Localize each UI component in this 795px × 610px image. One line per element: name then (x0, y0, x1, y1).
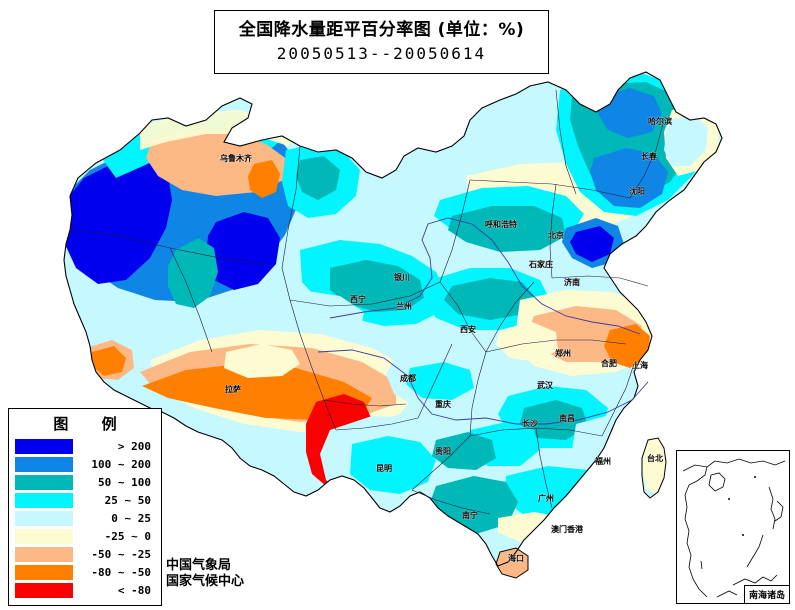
city-label: 武汉 (537, 381, 553, 390)
legend-title: 图 例 (53, 415, 131, 433)
city-label: 北京 (548, 231, 564, 240)
city-label: 福州 (595, 457, 611, 466)
legend-swatch (15, 456, 73, 472)
legend-label: > 200 (117, 439, 151, 453)
city-label: 海口 (508, 554, 524, 563)
legend-row: -80 ~ -50 (15, 563, 155, 581)
legend-row: -25 ~ 0 (15, 527, 155, 545)
legend-label: -25 ~ 0 (104, 529, 151, 543)
legend-row: < -80 (15, 581, 155, 599)
city-label: 昆明 (376, 464, 392, 473)
credit-line-1: 中国气象局 (166, 558, 232, 573)
legend-label: < -80 (117, 583, 151, 597)
legend-label: -80 ~ -50 (91, 565, 151, 579)
city-label: 济南 (564, 278, 580, 287)
legend-label: 50 ~ 100 (98, 475, 151, 489)
title-box: 全国降水量距平百分率图 (单位：%) 20050513--20050614 (214, 10, 549, 74)
city-label: 沈阳 (629, 187, 645, 196)
river-lines (317, 217, 649, 425)
city-label: 广州 (538, 494, 554, 503)
city-label: 成都 (400, 374, 416, 383)
city-label: 呼和浩特 (485, 220, 517, 229)
credit-line-2: 国家气候中心 (166, 574, 245, 590)
legend-row: 25 ~ 50 (15, 491, 155, 509)
taiwan-fill (642, 438, 666, 498)
legend-swatch (15, 546, 73, 562)
city-label: 长春 (641, 152, 657, 161)
legend-row: -50 ~ -25 (15, 545, 155, 563)
legend-swatch (15, 492, 73, 508)
city-label: 南宁 (462, 511, 478, 520)
city-label: 石家庄 (529, 260, 553, 269)
city-label: 西安 (460, 325, 476, 334)
inset-label: 南海诸岛 (743, 585, 789, 603)
page-title: 全国降水量距平百分率图 (单位：%) (238, 19, 525, 40)
inset-coastline-svg (682, 458, 786, 598)
city-label: 上海 (632, 361, 648, 370)
city-label: 长沙 (522, 419, 538, 428)
legend-swatch (15, 582, 73, 598)
legend-swatch (15, 474, 73, 490)
province-borders (69, 89, 665, 515)
city-label: 贵阳 (435, 447, 451, 456)
legend-swatch (15, 510, 73, 526)
legend-label: -50 ~ -25 (91, 547, 151, 561)
city-label: 郑州 (555, 349, 571, 358)
city-label: 乌鲁木齐 (220, 154, 252, 163)
city-label: 澳门香港 (551, 525, 583, 534)
date-range: 20050513--20050614 (276, 44, 487, 64)
legend-swatch (15, 528, 73, 544)
national-border (63, 71, 723, 567)
city-label: 台北 (647, 454, 663, 463)
city-label: 银川 (394, 273, 410, 282)
legend-row: > 200 (15, 437, 155, 455)
legend-label: 0 ~ 25 (111, 511, 151, 525)
legend-rows: > 200 100 ~ 200 50 ~ 100 25 ~ 50 0 ~ 25 -25 ~… (9, 436, 161, 599)
credit-block: 中国气象局 国家气候中心 (166, 558, 244, 591)
city-label: 拉萨 (225, 385, 241, 394)
city-label: 重庆 (435, 400, 451, 409)
city-label: 合肥 (601, 359, 617, 368)
legend-swatch (15, 564, 73, 580)
legend-row: 50 ~ 100 (15, 473, 155, 491)
legend-label: 25 ~ 50 (104, 493, 151, 507)
south-china-sea-inset: 南海诸岛 (676, 450, 790, 604)
legend-row: 100 ~ 200 (15, 455, 155, 473)
city-label: 兰州 (396, 302, 412, 311)
city-label: 南昌 (559, 414, 575, 423)
legend: 图 例 > 200 100 ~ 200 50 ~ 100 25 ~ 50 0 ~ 25 -… (8, 408, 162, 606)
city-label: 西宁 (350, 295, 366, 304)
taiwan-outline (641, 437, 667, 499)
city-label: 哈尔滨 (648, 117, 672, 126)
legend-row: 0 ~ 25 (15, 509, 155, 527)
legend-swatch (15, 438, 73, 454)
hainan-outline (495, 547, 529, 579)
legend-label: 100 ~ 200 (91, 457, 151, 471)
